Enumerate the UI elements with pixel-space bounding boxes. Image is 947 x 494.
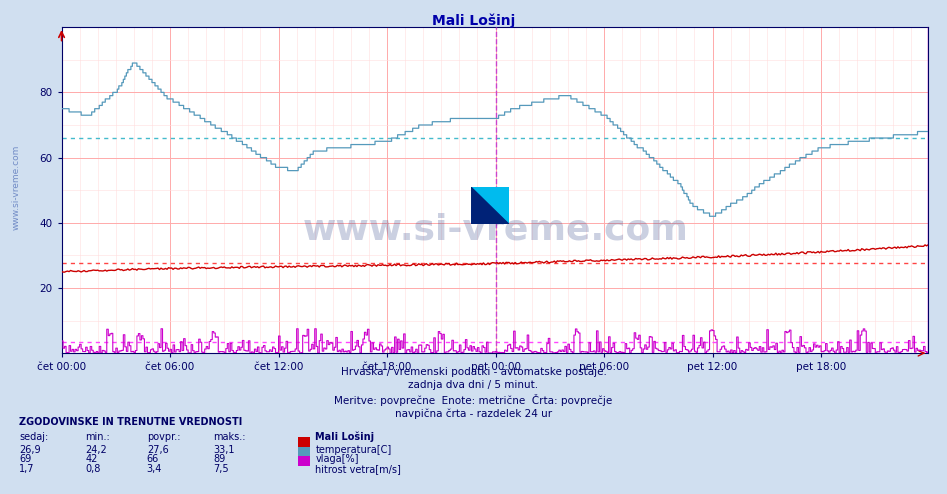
Text: 0,8: 0,8 <box>85 464 100 474</box>
Text: Hrvaška / vremenski podatki - avtomatske postaje.: Hrvaška / vremenski podatki - avtomatske… <box>341 367 606 377</box>
Text: min.:: min.: <box>85 432 110 442</box>
Text: 66: 66 <box>147 454 159 464</box>
Text: www.si-vreme.com: www.si-vreme.com <box>303 212 688 247</box>
Polygon shape <box>491 206 509 224</box>
Text: 42: 42 <box>85 454 98 464</box>
Polygon shape <box>471 206 491 224</box>
Text: 33,1: 33,1 <box>213 445 235 454</box>
Bar <box>491 206 509 224</box>
Text: hitrost vetra[m/s]: hitrost vetra[m/s] <box>315 464 402 474</box>
Text: Mali Lošinj: Mali Lošinj <box>432 14 515 28</box>
Text: vlaga[%]: vlaga[%] <box>315 454 359 464</box>
Text: navpična črta - razdelek 24 ur: navpična črta - razdelek 24 ur <box>395 408 552 418</box>
Polygon shape <box>471 187 509 224</box>
Text: 7,5: 7,5 <box>213 464 228 474</box>
Text: zadnja dva dni / 5 minut.: zadnja dva dni / 5 minut. <box>408 380 539 390</box>
Text: 27,6: 27,6 <box>147 445 169 454</box>
Polygon shape <box>471 187 509 224</box>
Text: 1,7: 1,7 <box>19 464 34 474</box>
Text: 69: 69 <box>19 454 31 464</box>
Text: Meritve: povprečne  Enote: metrične  Črta: povprečje: Meritve: povprečne Enote: metrične Črta:… <box>334 394 613 406</box>
Text: www.si-vreme.com: www.si-vreme.com <box>11 145 21 230</box>
Text: 89: 89 <box>213 454 225 464</box>
Polygon shape <box>471 187 491 206</box>
Polygon shape <box>491 187 509 206</box>
Text: ZGODOVINSKE IN TRENUTNE VREDNOSTI: ZGODOVINSKE IN TRENUTNE VREDNOSTI <box>19 417 242 427</box>
Text: Mali Lošinj: Mali Lošinj <box>315 431 374 442</box>
Text: temperatura[C]: temperatura[C] <box>315 445 392 454</box>
Text: povpr.:: povpr.: <box>147 432 180 442</box>
Text: 24,2: 24,2 <box>85 445 107 454</box>
Text: sedaj:: sedaj: <box>19 432 48 442</box>
Bar <box>471 187 491 206</box>
Text: 26,9: 26,9 <box>19 445 41 454</box>
Text: maks.:: maks.: <box>213 432 245 442</box>
Text: 3,4: 3,4 <box>147 464 162 474</box>
